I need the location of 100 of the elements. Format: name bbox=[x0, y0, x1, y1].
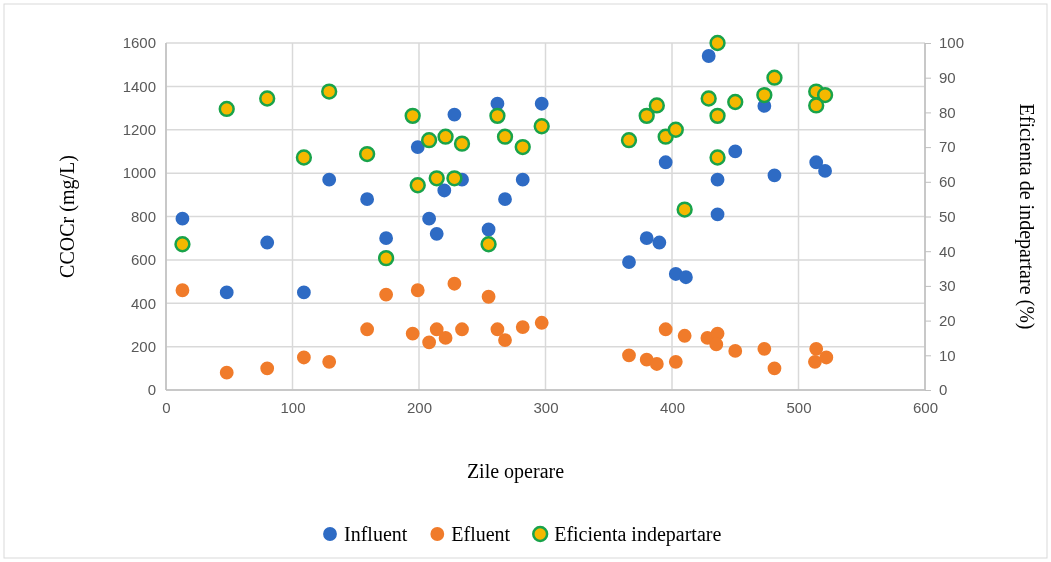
y-tick-label: 1200 bbox=[122, 121, 156, 139]
y2-tick-label: 100 bbox=[939, 34, 965, 52]
point bbox=[377, 249, 395, 267]
x-tick-label: 100 bbox=[280, 398, 306, 416]
point bbox=[622, 255, 636, 269]
point bbox=[428, 170, 445, 187]
point bbox=[818, 164, 832, 178]
point bbox=[259, 90, 276, 107]
y-tick-label: 400 bbox=[130, 294, 156, 312]
point bbox=[709, 337, 724, 352]
y-tick-label: 1000 bbox=[122, 164, 156, 182]
point bbox=[709, 149, 726, 166]
point bbox=[260, 235, 275, 250]
point bbox=[429, 226, 444, 241]
point bbox=[515, 320, 530, 334]
x-axis-title: Zile operare bbox=[466, 460, 565, 483]
point bbox=[410, 283, 425, 298]
point bbox=[667, 121, 684, 138]
y2-tick-label: 0 bbox=[939, 381, 948, 399]
point bbox=[767, 168, 782, 183]
point bbox=[515, 172, 530, 187]
point bbox=[677, 328, 692, 343]
point bbox=[728, 144, 743, 159]
point bbox=[260, 361, 275, 376]
point bbox=[422, 335, 437, 350]
point bbox=[809, 341, 824, 356]
point bbox=[728, 344, 743, 358]
point bbox=[668, 354, 683, 369]
point bbox=[638, 107, 655, 125]
y-tick-label: 0 bbox=[147, 381, 156, 399]
legend-label: Influent bbox=[344, 523, 408, 545]
point bbox=[709, 34, 726, 52]
point bbox=[360, 192, 375, 207]
point bbox=[218, 100, 235, 118]
x-tick-label: 300 bbox=[533, 398, 559, 416]
y2-tick-label: 10 bbox=[939, 346, 956, 364]
point bbox=[498, 192, 512, 207]
point bbox=[766, 69, 783, 86]
point bbox=[175, 211, 190, 226]
point bbox=[622, 348, 636, 363]
y-tick-label: 1400 bbox=[122, 77, 156, 95]
point bbox=[296, 350, 311, 365]
point bbox=[676, 201, 693, 218]
point bbox=[409, 177, 426, 194]
point bbox=[819, 350, 834, 365]
point bbox=[174, 236, 191, 253]
point bbox=[489, 107, 506, 125]
point bbox=[620, 132, 638, 149]
y-tick-label: 200 bbox=[130, 337, 156, 355]
point bbox=[757, 341, 772, 356]
point bbox=[379, 231, 394, 246]
point bbox=[321, 83, 338, 100]
y-tick-label: 1600 bbox=[122, 34, 156, 52]
point bbox=[360, 322, 375, 337]
point bbox=[358, 145, 376, 163]
y2-tick-label: 50 bbox=[939, 207, 956, 225]
point bbox=[648, 97, 665, 114]
point bbox=[296, 285, 311, 300]
point bbox=[322, 172, 337, 187]
point bbox=[438, 331, 453, 345]
point bbox=[649, 357, 664, 371]
point bbox=[533, 118, 550, 135]
point bbox=[437, 128, 454, 145]
x-tick-label: 500 bbox=[786, 398, 812, 416]
point bbox=[658, 155, 673, 170]
point bbox=[767, 361, 782, 376]
point bbox=[175, 283, 190, 298]
point bbox=[447, 107, 462, 122]
y2-tick-label: 90 bbox=[939, 69, 956, 86]
point bbox=[534, 96, 549, 111]
point bbox=[322, 354, 337, 369]
point bbox=[679, 270, 693, 285]
x-tick-label: 400 bbox=[659, 398, 686, 416]
point bbox=[514, 138, 531, 156]
x-tick-label: 600 bbox=[912, 398, 939, 416]
point bbox=[437, 183, 452, 198]
point bbox=[405, 326, 420, 341]
point bbox=[404, 107, 421, 125]
point bbox=[534, 315, 549, 330]
point bbox=[639, 231, 654, 246]
y2-tick-label: 20 bbox=[939, 311, 956, 329]
point bbox=[447, 276, 462, 291]
point bbox=[490, 322, 505, 337]
point bbox=[658, 322, 673, 337]
x-tick-label: 0 bbox=[162, 398, 171, 416]
point bbox=[808, 354, 822, 369]
point bbox=[429, 322, 444, 337]
point bbox=[295, 149, 313, 166]
point bbox=[727, 93, 744, 111]
legend-label: Efluent bbox=[451, 523, 511, 545]
point bbox=[710, 207, 725, 222]
point bbox=[496, 128, 514, 145]
point bbox=[420, 132, 438, 149]
point bbox=[652, 235, 667, 250]
y-axis-title: CCOCr (mg/L) bbox=[56, 155, 79, 278]
point bbox=[455, 322, 469, 337]
point bbox=[809, 155, 824, 170]
point bbox=[700, 90, 717, 107]
point bbox=[379, 287, 394, 302]
point bbox=[481, 222, 496, 237]
